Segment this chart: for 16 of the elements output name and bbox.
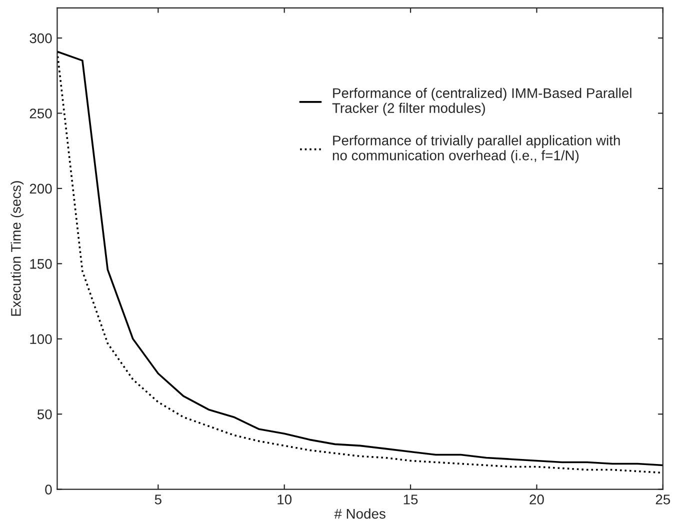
y-axis-title: Execution Time (secs) [10,181,24,316]
legend-label: Performance of (centralized) IMM-Based Parallel Tracker (2 filter modules) [332,88,632,116]
y-tick-label: 100 [30,334,52,344]
x-tick-label: 20 [530,494,544,504]
x-axis-title: # Nodes [334,508,386,519]
y-tick-label: 50 [37,409,52,420]
y-tick-label: 200 [30,184,52,194]
y-tick-label: 0 [45,484,52,494]
y-tick-label: 250 [30,108,52,118]
x-tick-label: 15 [404,494,418,504]
x-tick-label: 5 [154,494,162,504]
y-tick-label: 300 [30,33,52,44]
y-tick-label: 150 [30,259,52,269]
legend-label: Performance of trivially parallel application with no communication overhead (i.e., f=1/N) [332,135,620,164]
x-tick-label: 25 [656,494,670,504]
x-tick-label: 10 [278,494,292,504]
